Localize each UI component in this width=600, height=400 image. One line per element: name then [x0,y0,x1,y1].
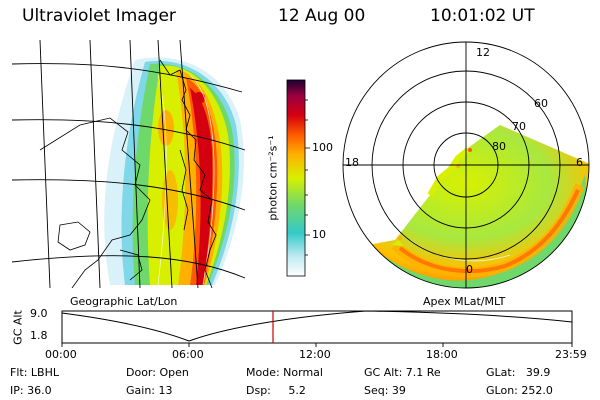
lat-60-label: 60 [534,97,548,110]
dsp-info: Dsp: 5.2 [246,384,306,397]
ytick-9: 9.0 [30,307,48,320]
mlt-0-label: 0 [466,263,473,276]
glon-info: GLon: 252.0 [486,384,553,397]
glat-info: GLat: 39.9 [486,366,551,379]
mlt-18-label: 18 [345,156,359,169]
colorbar-tick-100: 100 [312,141,333,154]
gc-alt-axis-label: GC Alt [11,310,25,345]
colorbar-unit-label: photon cm⁻²s⁻¹ [266,135,280,221]
gain-info: Gain: 13 [126,384,173,397]
flt-info: Flt: LBHL [10,366,59,379]
mlt-12-label: 12 [476,46,490,59]
door-info: Door: Open [126,366,189,379]
xtick-2359: 23:59 [555,348,587,361]
colorbar-gradient [286,79,306,277]
date-label: 12 Aug 00 [278,6,366,26]
xtick-1800: 18:00 [426,348,458,361]
xtick-0600: 06:00 [172,348,204,361]
time-label: 10:01:02 UT [430,6,535,26]
gc-alt-info: GC Alt: 7.1 Re [364,366,441,379]
apex-caption: Apex MLat/MLT [423,295,506,308]
xtick-1200: 12:00 [299,348,331,361]
mode-info: Mode: Normal [246,366,323,379]
altitude-plot-frame [61,310,573,344]
colorbar-tick-10: 10 [312,228,326,241]
mlt-6-label: 6 [576,156,583,169]
polar-image [343,125,589,288]
xtick-0000: 00:00 [45,348,77,361]
polar-grid [342,41,590,289]
instrument-title: Ultraviolet Imager [22,6,176,26]
geographic-image [12,40,246,288]
altitude-curve [61,310,573,342]
lat-80-label: 80 [492,140,506,153]
ytick-1-8: 1.8 [30,329,48,342]
geographic-caption: Geographic Lat/Lon [70,295,178,308]
ip-info: IP: 36.0 [10,384,52,397]
seq-info: Seq: 39 [364,384,406,397]
lat-70-label: 70 [512,120,526,133]
